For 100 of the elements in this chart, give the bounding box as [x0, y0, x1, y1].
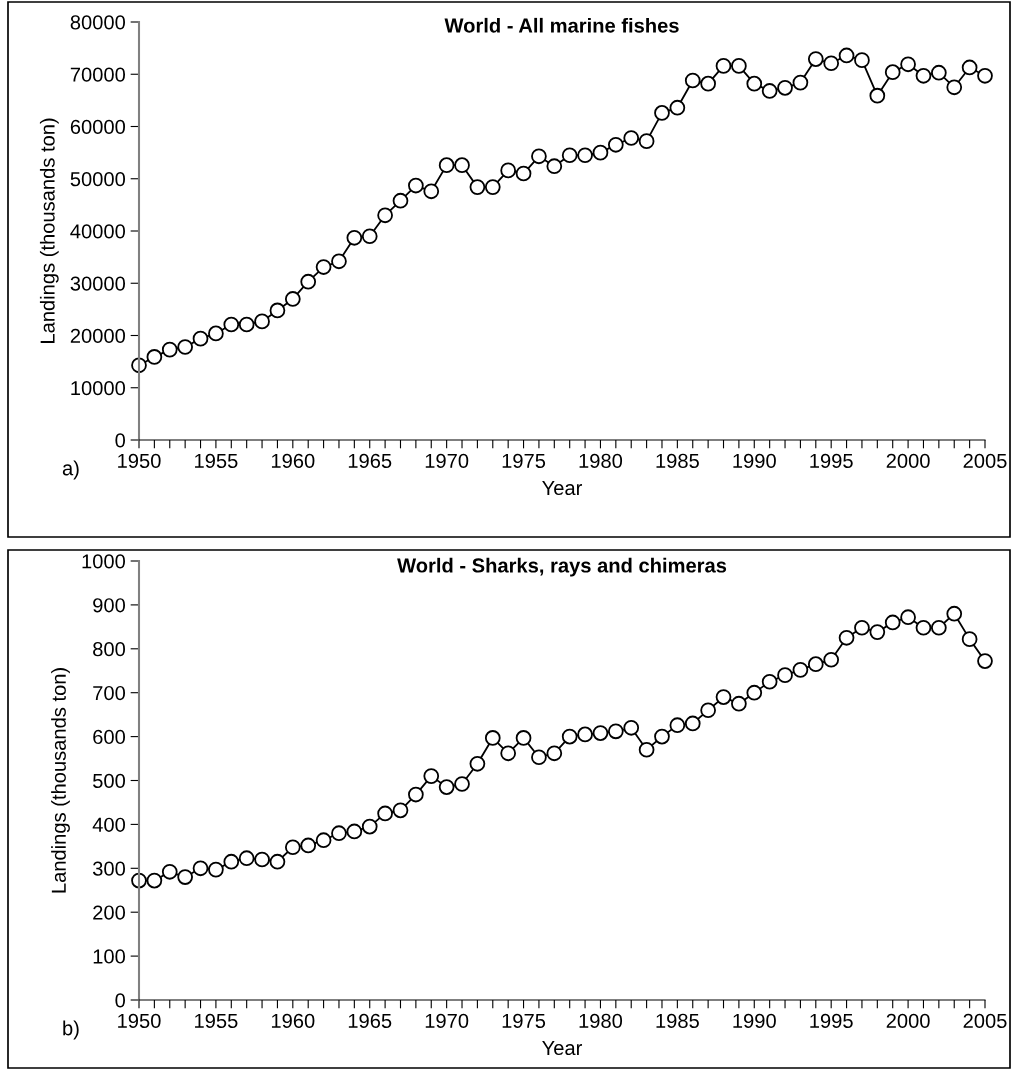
point: [469, 179, 486, 195]
point: [177, 339, 193, 355]
y-tick-label: 60000: [70, 119, 126, 134]
point: [238, 850, 255, 867]
point: [654, 105, 670, 121]
y-tick-label: 70000: [70, 67, 126, 82]
point: [777, 79, 793, 96]
point: [823, 651, 840, 668]
point: [438, 779, 455, 795]
point: [623, 130, 640, 146]
point: [161, 341, 178, 358]
point: [346, 229, 363, 246]
point: [254, 851, 270, 868]
point: [777, 667, 793, 683]
point: [361, 228, 378, 245]
point: [515, 730, 532, 746]
y-tick-label: 0: [115, 433, 126, 448]
x-tick-label: 1965: [348, 453, 392, 468]
point: [484, 730, 501, 746]
point: [807, 656, 824, 673]
point: [700, 702, 716, 719]
x-tick-label: 1955: [195, 453, 238, 468]
point: [761, 83, 778, 99]
point: [746, 684, 763, 701]
x-tick-label: 1980: [579, 1013, 623, 1028]
point: [423, 768, 440, 784]
point: [592, 144, 609, 161]
point: [654, 728, 670, 745]
point: [300, 837, 317, 854]
point: [761, 673, 778, 690]
point: [146, 872, 163, 889]
y-tick-label: 0: [115, 993, 126, 1008]
point: [915, 67, 932, 84]
y-tick-label: 40000: [70, 224, 126, 239]
point: [500, 745, 517, 762]
point: [977, 653, 993, 669]
point: [438, 157, 455, 174]
point: [684, 715, 701, 732]
point: [546, 158, 563, 175]
y-axis-title: Landings (thousands ton): [51, 668, 70, 893]
x-tick-label: 2005: [963, 453, 1007, 468]
point: [254, 313, 270, 330]
y-tick-label: 50000: [70, 171, 126, 187]
x-tick-label: 1975: [502, 1013, 546, 1028]
y-axis-title: Landings (thousands ton): [39, 118, 59, 343]
point: [900, 56, 916, 73]
point: [284, 839, 301, 856]
point: [869, 624, 886, 640]
point: [669, 99, 686, 116]
point: [454, 776, 470, 792]
x-tick-label: 1970: [425, 1013, 469, 1028]
point: [208, 325, 224, 342]
point: [177, 869, 193, 885]
point: [931, 64, 947, 81]
point: [731, 695, 747, 712]
point: [408, 786, 424, 803]
point: [546, 745, 563, 762]
point: [531, 749, 547, 766]
point: [315, 259, 332, 275]
point: [915, 619, 932, 636]
point: [977, 67, 993, 84]
point: [607, 136, 624, 153]
point: [392, 802, 409, 819]
x-tick-label: 1950: [118, 453, 161, 468]
point: [946, 605, 963, 622]
x-axis-title: Year: [542, 1041, 583, 1056]
y-tick-label: 30000: [70, 276, 126, 291]
x-tick-label: 1960: [271, 1013, 315, 1028]
point: [946, 79, 963, 96]
point: [561, 147, 578, 164]
y-tick-label: 20000: [70, 328, 126, 343]
x-tick-label: 1975: [502, 453, 546, 468]
point: [408, 177, 424, 194]
point: [331, 253, 347, 270]
x-tick-label: 1990: [733, 453, 776, 468]
point: [208, 861, 224, 878]
point: [900, 609, 916, 626]
point: [223, 853, 240, 870]
point: [269, 853, 286, 870]
point: [638, 133, 655, 149]
point: [792, 662, 809, 678]
point: [884, 614, 901, 631]
point: [931, 619, 947, 636]
y-tick-label: 80000: [70, 15, 126, 30]
point: [669, 717, 686, 734]
point: [854, 619, 870, 636]
y-tick-label: 900: [93, 598, 126, 613]
point: [423, 183, 440, 200]
x-tick-label: 1985: [656, 1013, 699, 1028]
point: [638, 741, 655, 758]
point: [392, 192, 409, 209]
point: [838, 629, 855, 646]
x-tick-label: 1980: [579, 453, 623, 468]
point: [854, 52, 870, 68]
point: [731, 58, 747, 74]
point: [515, 165, 532, 182]
point: [700, 75, 716, 92]
point: [592, 725, 609, 741]
point: [161, 863, 178, 880]
point: [561, 728, 578, 745]
